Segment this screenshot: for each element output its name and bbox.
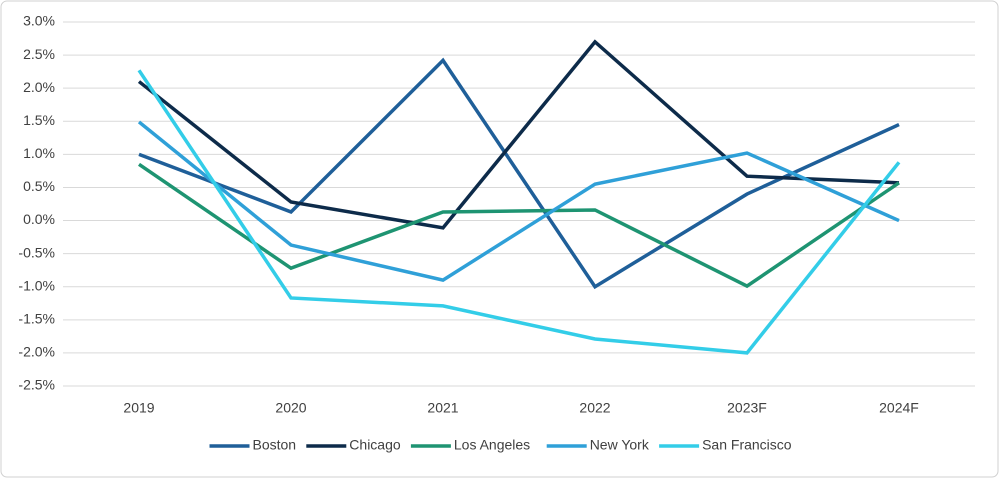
legend-label: San Francisco	[702, 437, 792, 453]
y-tick-label: 2.5%	[23, 46, 55, 62]
x-tick-label: 2021	[427, 400, 458, 416]
legend-label: Boston	[253, 437, 297, 453]
y-tick-label: 0.0%	[23, 211, 55, 227]
y-tick-label: 1.0%	[23, 145, 55, 161]
series-line	[138, 57, 900, 290]
y-tick-label: -1.5%	[18, 311, 55, 327]
x-tick-label: 2022	[579, 400, 610, 416]
x-tick-label: 2019	[123, 400, 154, 416]
y-tick-label: -2.5%	[18, 377, 55, 393]
y-tick-label: 1.5%	[23, 112, 55, 128]
x-tick-label: 2020	[275, 400, 306, 416]
y-tick-label: -0.5%	[18, 244, 55, 260]
y-tick-label: 2.0%	[23, 79, 55, 95]
x-tick-label: 2023F	[727, 400, 767, 416]
series-line	[137, 69, 901, 355]
y-tick-label: 0.5%	[23, 178, 55, 194]
legend-label: Chicago	[349, 437, 401, 453]
series-line	[138, 162, 900, 289]
legend-label: Los Angeles	[454, 437, 530, 453]
legend-label: New York	[590, 437, 650, 453]
x-tick-label: 2024F	[879, 400, 919, 416]
y-tick-label: 3.0%	[23, 13, 55, 29]
y-tick-label: -1.0%	[18, 277, 55, 293]
series-line	[137, 39, 900, 230]
series-line	[137, 120, 900, 282]
y-tick-label: -2.0%	[18, 344, 55, 360]
